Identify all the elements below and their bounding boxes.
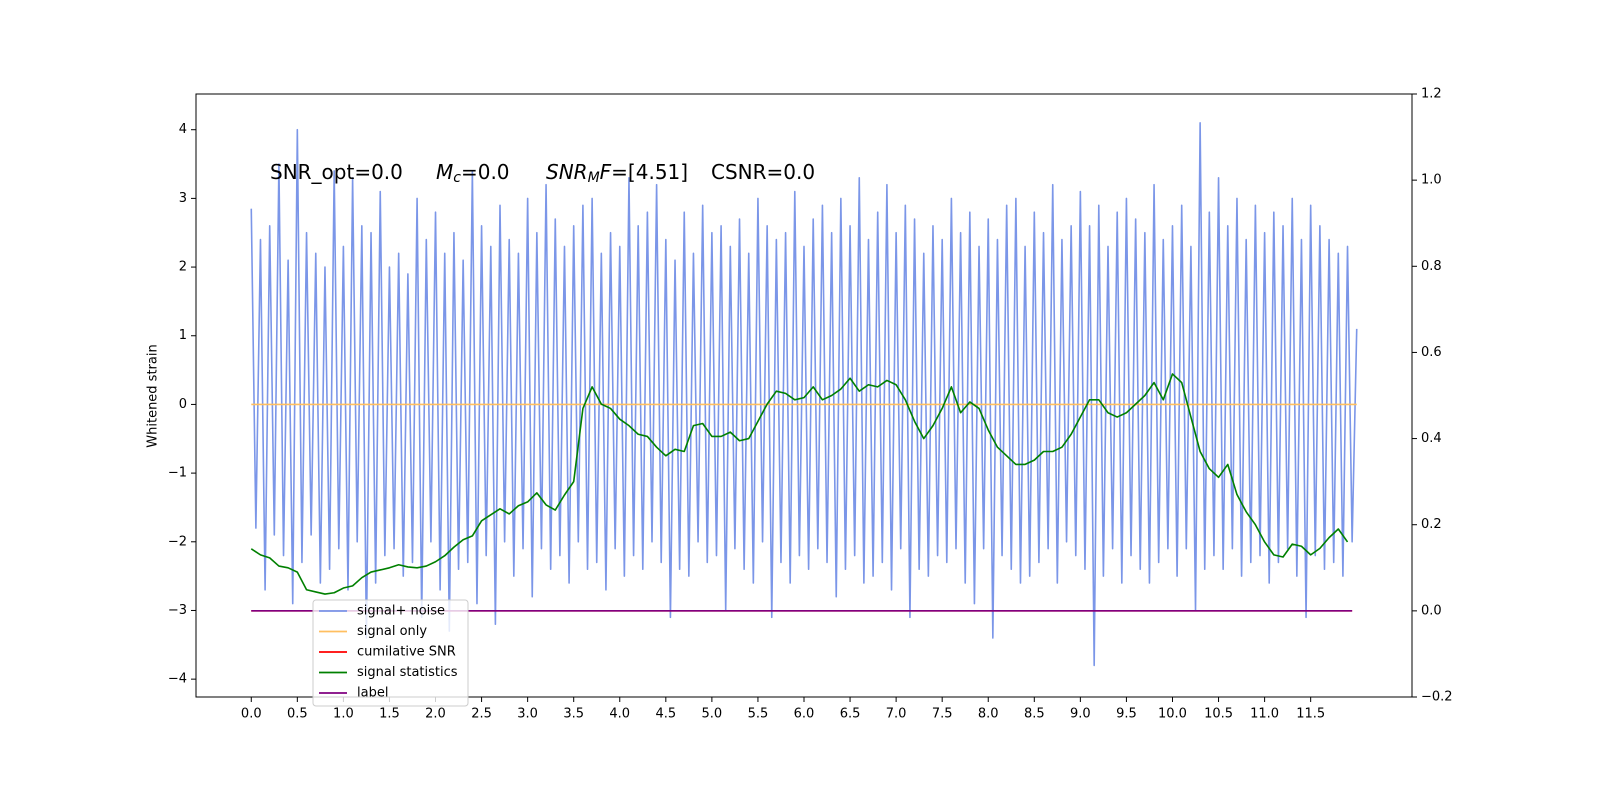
series-line: [250, 122, 1358, 667]
x-tick-label: 11.0: [1250, 707, 1279, 722]
annotation-part: SNR_opt=0.0: [270, 160, 403, 184]
x-tick-label: 9.5: [1116, 707, 1137, 722]
x-tick-label: 6.0: [794, 707, 815, 722]
y-tick-label: 4: [179, 122, 187, 137]
annotation-part: SNR: [546, 160, 588, 184]
annotation-part: M: [436, 160, 453, 184]
y-tick-label: 0: [179, 397, 187, 412]
annotation-part: M: [588, 170, 600, 186]
y2-tick-label: 0.8: [1421, 259, 1442, 274]
x-tick-label: 6.5: [840, 707, 861, 722]
y2-tick-label: 0.4: [1421, 431, 1442, 446]
y2-tick-label: 1.2: [1421, 87, 1442, 102]
x-tick-label: 4.5: [655, 707, 676, 722]
legend-label: cumilative SNR: [357, 645, 456, 660]
x-tick-label: 3.0: [517, 707, 538, 722]
x-tick-label: 10.0: [1158, 707, 1187, 722]
x-tick-label: 1.5: [379, 707, 400, 722]
x-tick-label: 0.0: [241, 707, 262, 722]
x-tick-label: 4.0: [609, 707, 630, 722]
x-tick-label: 9.0: [1070, 707, 1091, 722]
y2-tick-label: 0.0: [1421, 603, 1442, 618]
annotation: SNR_opt=0.0: [270, 160, 403, 184]
x-tick-label: 2.0: [425, 707, 446, 722]
x-tick-label: 8.5: [1024, 707, 1045, 722]
y-tick-label: 2: [179, 260, 187, 275]
annotation-part: c: [453, 170, 461, 186]
legend-label: signal only: [357, 624, 427, 639]
x-tick-label: 2.5: [471, 707, 492, 722]
annotation-part: =0.0: [461, 160, 510, 184]
y-tick-label: −1: [168, 466, 187, 481]
y-tick-label: −4: [168, 672, 187, 687]
legend: signal+ noise signal only cumilative SNR si…: [312, 599, 469, 707]
x-tick-label: 10.5: [1204, 707, 1233, 722]
x-tick-label: 3.5: [563, 707, 584, 722]
x-tick-label: 5.5: [748, 707, 769, 722]
x-tick-label: 1.0: [333, 707, 354, 722]
x-tick-label: 5.0: [702, 707, 723, 722]
annotation-part: F: [600, 160, 612, 184]
annotation-part: =[4.51]: [611, 160, 688, 184]
y2-tick-label: 0.6: [1421, 345, 1442, 360]
x-tick-label: 7.5: [932, 707, 953, 722]
x-tick-label: 7.0: [886, 707, 907, 722]
y-tick-label: −3: [168, 603, 187, 618]
x-tick-label: 8.0: [978, 707, 999, 722]
y-tick-label: 1: [179, 328, 187, 343]
legend-label: signal statistics: [357, 665, 458, 680]
y-tick-label: −2: [168, 534, 187, 549]
y2-tick-label: 0.2: [1421, 517, 1442, 532]
y-axis-label: Whitened strain: [146, 344, 161, 447]
y-tick-label: 3: [179, 191, 187, 206]
annotation-part: CSNR=0.0: [711, 160, 815, 184]
annotation: SNRMF=[4.51]: [546, 160, 688, 187]
legend-label: label: [357, 686, 388, 701]
y2-tick-label: 1.0: [1421, 173, 1442, 188]
annotation: Mc=0.0: [436, 160, 510, 187]
annotation: CSNR=0.0: [711, 160, 815, 184]
series-line: [250, 373, 1349, 595]
legend-label: signal+ noise: [357, 604, 445, 619]
x-tick-label: 11.5: [1296, 707, 1325, 722]
y2-tick-label: −0.2: [1421, 690, 1453, 705]
x-tick-label: 0.5: [287, 707, 308, 722]
legend-box: [312, 599, 469, 707]
